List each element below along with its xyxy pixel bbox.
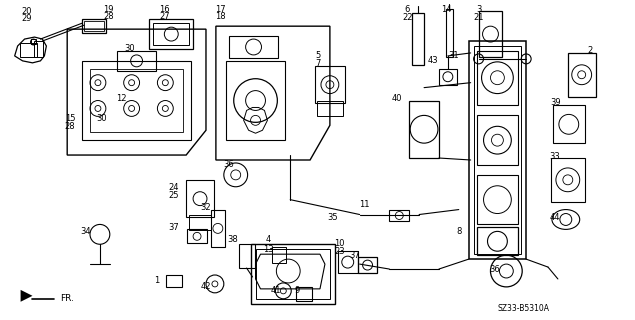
- Bar: [439, 69, 457, 85]
- Text: 36: 36: [224, 160, 234, 170]
- Text: 34: 34: [81, 227, 91, 236]
- Text: FR.: FR.: [60, 294, 74, 303]
- Text: 18: 18: [215, 12, 226, 21]
- Bar: [226, 61, 285, 140]
- Bar: [251, 244, 335, 304]
- Text: 28: 28: [104, 12, 114, 21]
- Text: 24: 24: [168, 183, 178, 192]
- Bar: [317, 100, 343, 116]
- Bar: [20, 43, 37, 57]
- Bar: [34, 41, 43, 57]
- Text: 5: 5: [316, 52, 321, 60]
- Bar: [255, 249, 330, 299]
- Bar: [166, 275, 182, 287]
- Text: 43: 43: [428, 56, 438, 65]
- Text: 22: 22: [402, 13, 413, 22]
- Text: 41: 41: [271, 286, 281, 295]
- Text: 10: 10: [335, 239, 345, 248]
- Bar: [30, 39, 36, 44]
- Bar: [154, 23, 189, 45]
- Polygon shape: [20, 290, 32, 302]
- Bar: [186, 180, 214, 218]
- Bar: [315, 66, 345, 103]
- Bar: [409, 100, 439, 158]
- Text: 32: 32: [201, 203, 211, 212]
- Text: 19: 19: [104, 5, 114, 14]
- Bar: [412, 13, 424, 65]
- Bar: [82, 61, 191, 140]
- Text: 6: 6: [404, 5, 410, 14]
- Bar: [187, 229, 207, 243]
- Bar: [229, 36, 278, 58]
- Text: 37: 37: [168, 223, 178, 232]
- Text: 42: 42: [201, 282, 211, 292]
- Text: 12: 12: [116, 94, 127, 103]
- Text: 23: 23: [335, 247, 345, 256]
- Text: 3: 3: [476, 5, 481, 14]
- Bar: [477, 51, 518, 106]
- Text: 11: 11: [359, 200, 370, 209]
- Text: 8: 8: [456, 227, 462, 236]
- Text: 4: 4: [266, 235, 271, 244]
- Text: 33: 33: [549, 152, 560, 161]
- Bar: [90, 69, 183, 132]
- Text: 20: 20: [22, 7, 32, 16]
- Bar: [117, 51, 156, 71]
- Text: 29: 29: [22, 14, 32, 23]
- Bar: [477, 175, 518, 224]
- Bar: [272, 247, 286, 263]
- Text: 30: 30: [97, 114, 107, 123]
- Bar: [551, 158, 585, 202]
- Text: 27: 27: [159, 12, 170, 21]
- Bar: [568, 53, 596, 97]
- Text: 21: 21: [473, 13, 484, 22]
- Text: 38: 38: [227, 235, 238, 244]
- Bar: [477, 228, 518, 255]
- Text: 37: 37: [349, 251, 360, 260]
- Bar: [479, 11, 502, 57]
- Text: 39: 39: [551, 98, 561, 107]
- Bar: [358, 257, 377, 273]
- Text: 2: 2: [587, 46, 592, 55]
- Text: 36: 36: [489, 265, 500, 274]
- Text: 15: 15: [65, 114, 76, 123]
- Text: 17: 17: [215, 5, 226, 14]
- Bar: [389, 210, 409, 221]
- Bar: [469, 41, 526, 259]
- Text: 13: 13: [263, 245, 274, 254]
- Bar: [474, 46, 521, 254]
- Bar: [477, 116, 518, 165]
- Text: 28: 28: [65, 122, 76, 131]
- Text: 25: 25: [168, 191, 178, 200]
- Bar: [296, 287, 312, 301]
- Bar: [149, 19, 193, 49]
- Text: SZ33-B5310A: SZ33-B5310A: [497, 304, 549, 313]
- Bar: [211, 210, 225, 247]
- Bar: [84, 21, 104, 31]
- Text: 1: 1: [154, 276, 159, 285]
- Text: 35: 35: [328, 213, 338, 222]
- Bar: [189, 214, 211, 230]
- Bar: [553, 106, 585, 143]
- Bar: [239, 244, 255, 268]
- Text: 9: 9: [295, 286, 300, 295]
- Bar: [446, 9, 453, 57]
- Bar: [82, 19, 106, 33]
- Text: 16: 16: [159, 5, 170, 14]
- Text: 30: 30: [124, 44, 135, 53]
- Bar: [338, 251, 358, 273]
- Text: 44: 44: [550, 213, 560, 222]
- Text: 40: 40: [392, 94, 403, 103]
- Text: 14: 14: [441, 5, 451, 14]
- Text: 7: 7: [316, 59, 321, 68]
- Text: 31: 31: [448, 52, 459, 60]
